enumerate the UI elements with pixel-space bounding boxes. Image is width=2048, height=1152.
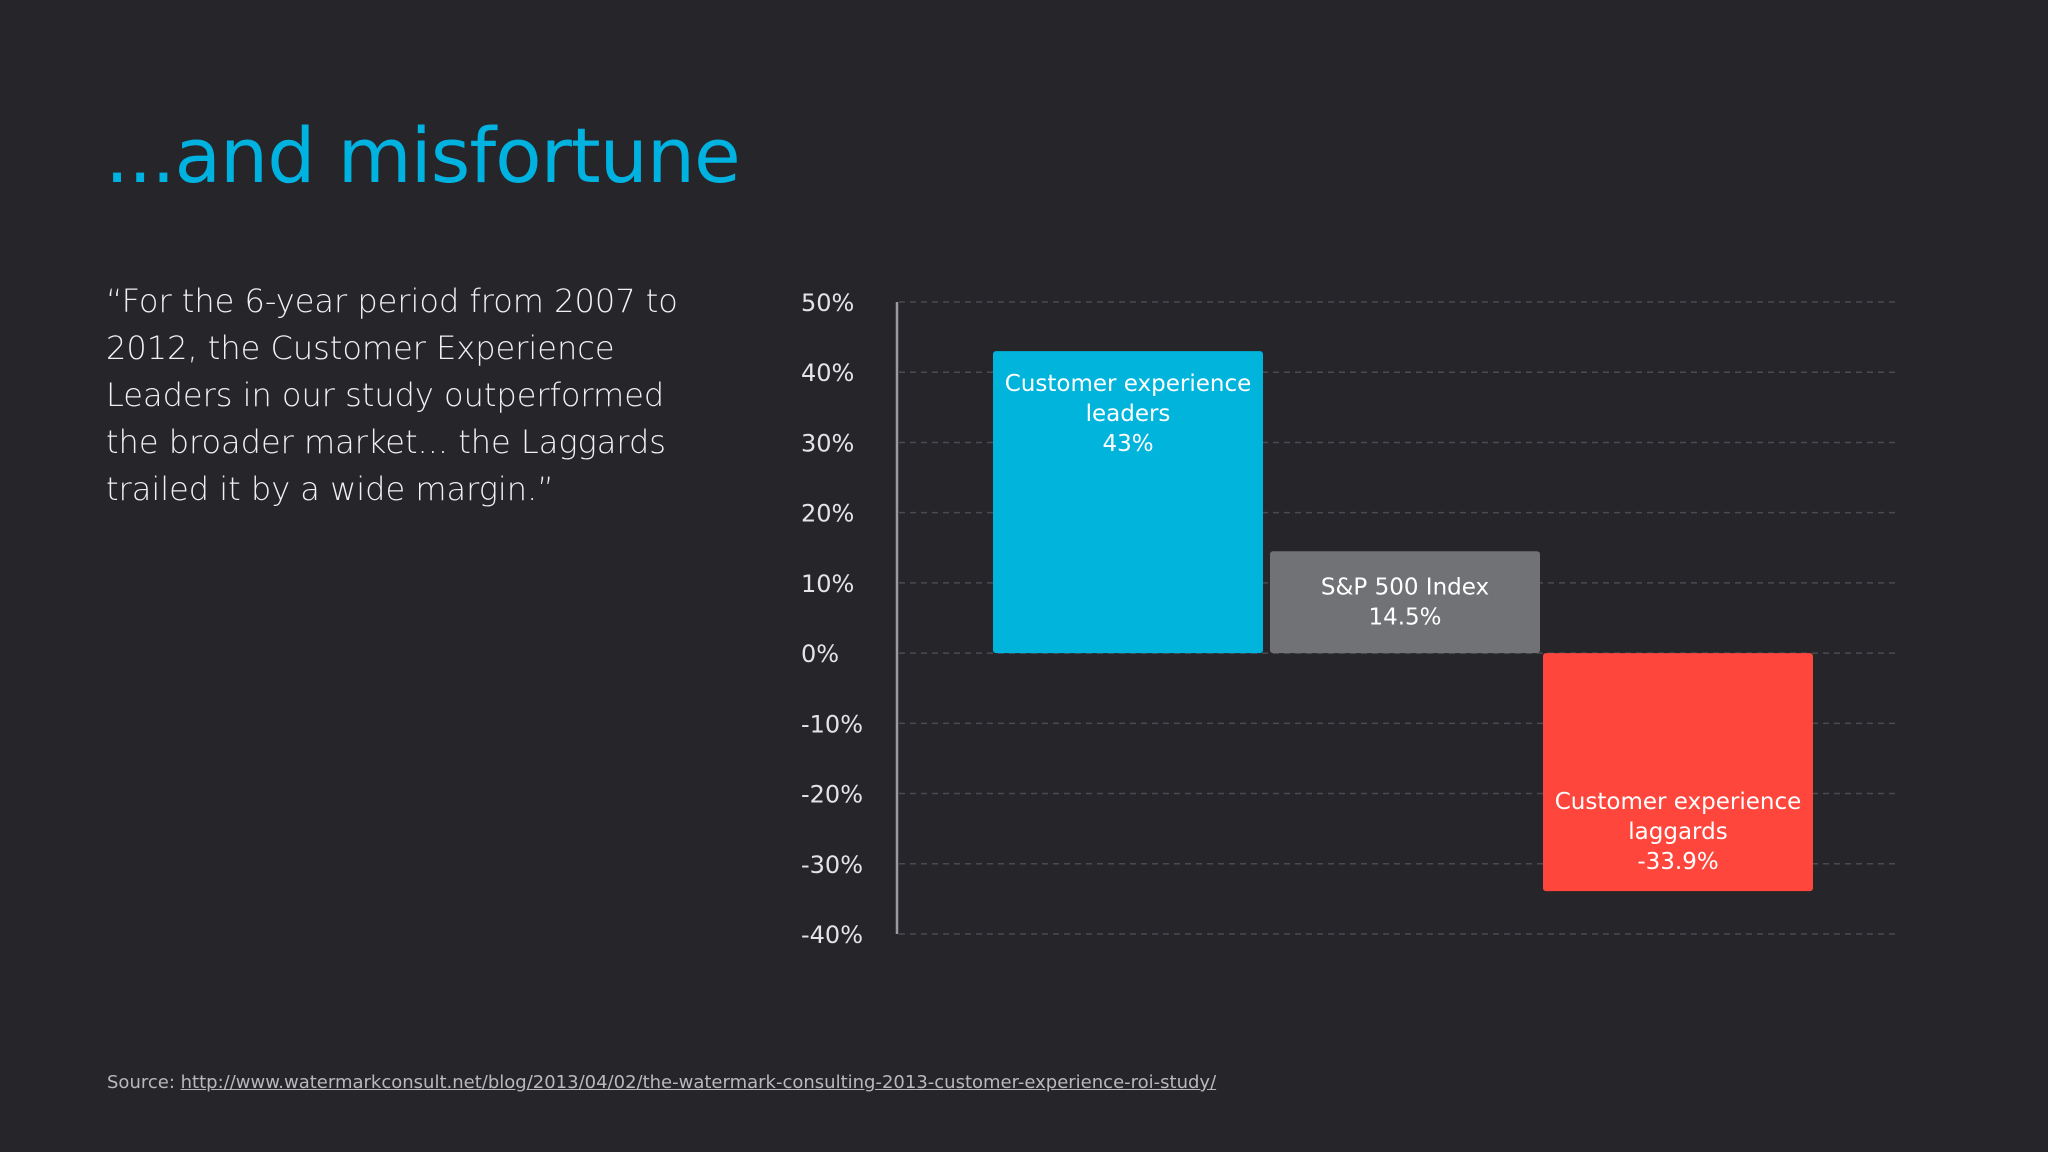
source-label: Source:: [107, 1072, 175, 1093]
y-tick-label: 10%: [801, 570, 854, 598]
y-tick-label: -40%: [801, 921, 863, 949]
y-tick-label: -20%: [801, 781, 863, 809]
data-label: 43%: [1102, 431, 1153, 457]
y-tick-label: -30%: [801, 851, 863, 879]
source-line: Source: http://www.watermarkconsult.net/…: [107, 1072, 1216, 1093]
quote-text: “For the 6-year period from 2007 to 2012…: [106, 282, 678, 508]
y-tick-label: 30%: [801, 429, 854, 457]
data-label: S&P 500 Index: [1321, 574, 1489, 600]
bar-laggards: [1543, 653, 1813, 892]
data-label: laggards: [1628, 819, 1727, 845]
slide-title: ...and misfortune: [105, 111, 741, 200]
y-tick-label: -10%: [801, 710, 863, 738]
data-label: leaders: [1086, 401, 1171, 427]
bar-leaders: [993, 351, 1263, 654]
y-tick-label: 50%: [801, 289, 854, 317]
data-label: Customer experience: [1005, 371, 1252, 397]
data-label: Customer experience: [1555, 789, 1802, 815]
data-label: 14.5%: [1368, 604, 1441, 630]
bar-index: [1270, 551, 1540, 654]
data-label: -33.9%: [1637, 849, 1718, 875]
y-tick-label: 40%: [801, 359, 854, 387]
source-link[interactable]: http://www.watermarkconsult.net/blog/201…: [180, 1072, 1217, 1093]
y-tick-label: 0%: [801, 640, 839, 668]
y-tick-label: 20%: [801, 500, 854, 528]
